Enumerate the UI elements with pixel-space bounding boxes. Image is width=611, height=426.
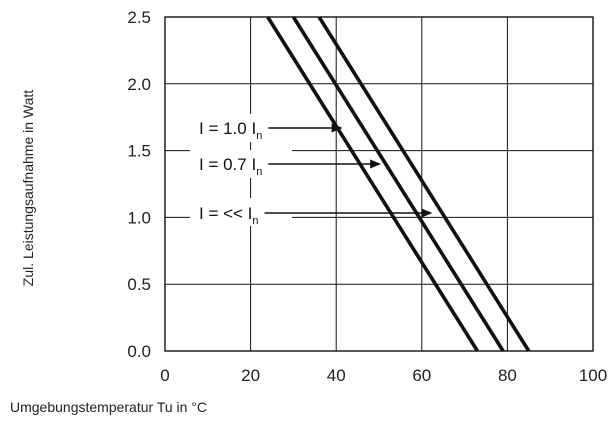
x-tick-label: 100 (579, 366, 607, 385)
y-axis-title: Zul. Leistungsaufnahme in Watt (20, 90, 36, 286)
y-tick-label: 2.5 (127, 8, 151, 27)
arrowhead-icon (331, 123, 343, 133)
series-line-3 (317, 16, 531, 352)
y-tick-label: 0.0 (127, 342, 151, 361)
x-tick-label: 40 (327, 366, 346, 385)
annotations: I = 1.0 In I = 0.7 In I = << In (190, 114, 433, 227)
x-axis-title: Umgebungstemperatur Tu in °C (10, 399, 207, 415)
y-tick-label: 2.0 (127, 75, 151, 94)
annotation-bg-3 (190, 198, 292, 226)
plot-frame (164, 16, 594, 352)
series-line-1 (266, 16, 479, 352)
grid (164, 16, 594, 352)
arrowhead-icon (421, 208, 433, 218)
annotation-label-3: I = << In (199, 204, 259, 227)
y-tick-label: 0.5 (127, 275, 151, 294)
x-tick-label: 0 (160, 366, 169, 385)
y-tick-label: 1.0 (127, 208, 151, 227)
x-tick-labels: 0 20 40 60 80 100 (160, 366, 607, 385)
y-tick-labels: 0.0 0.5 1.0 1.5 2.0 2.5 (127, 8, 151, 361)
x-tick-label: 80 (498, 366, 517, 385)
x-tick-label: 20 (241, 366, 260, 385)
x-tick-label: 60 (412, 366, 431, 385)
annotation-label-1: I = 1.0 In (199, 119, 262, 142)
annotation-label-2: I = 0.7 In (199, 155, 262, 178)
arrowhead-icon (370, 159, 382, 169)
series-lines (266, 16, 531, 352)
series-line-2 (291, 16, 505, 352)
y-tick-label: 1.5 (127, 142, 151, 161)
